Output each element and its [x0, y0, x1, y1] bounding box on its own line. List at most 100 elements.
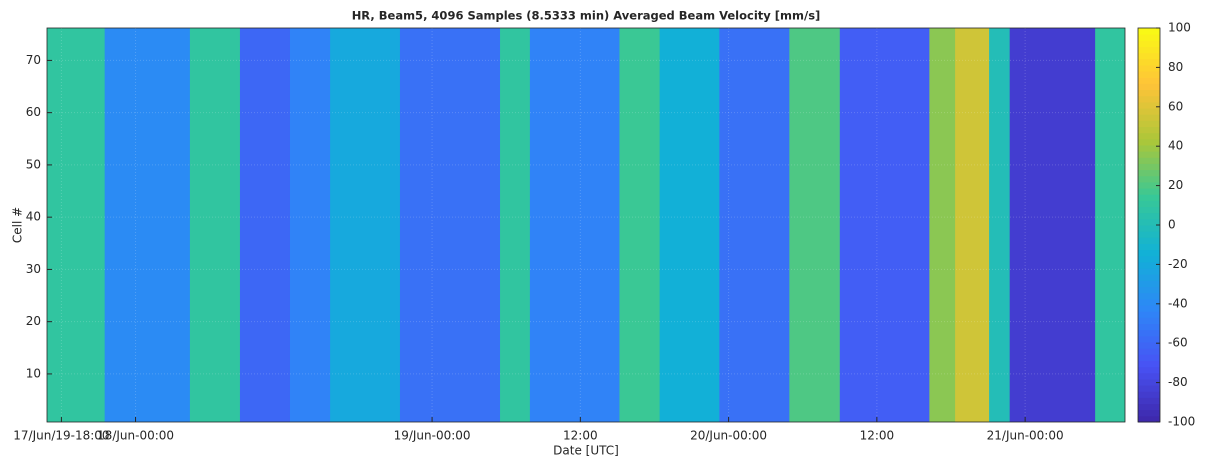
colorbar-swatch	[1138, 188, 1160, 195]
colorbar-tick-label: 100	[1168, 21, 1191, 35]
heat-cell	[289, 28, 331, 422]
heat-cell	[529, 28, 620, 422]
colorbar-swatch	[1138, 83, 1160, 91]
colorbar-tick-label: 80	[1168, 60, 1183, 74]
colorbar-swatch	[1138, 40, 1160, 47]
colorbar-swatch	[1138, 286, 1160, 294]
heat-cell	[719, 28, 790, 422]
colorbar-swatch	[1138, 194, 1160, 201]
colorbar-swatch	[1138, 101, 1160, 109]
colorbar-swatch	[1138, 415, 1160, 423]
colorbar-tick-label: -20	[1168, 257, 1188, 271]
colorbar-swatch	[1138, 120, 1160, 127]
colorbar-swatch	[1138, 157, 1160, 164]
colorbar-tick-label: 40	[1168, 139, 1183, 153]
colorbar-swatch	[1138, 108, 1160, 115]
colorbar-swatch	[1138, 243, 1160, 251]
heat-cell	[659, 28, 720, 422]
heat-cell	[330, 28, 401, 422]
colorbar-swatch	[1138, 280, 1160, 288]
colorbar-swatch	[1138, 391, 1160, 398]
colorbar-tick-label: -100	[1168, 415, 1195, 429]
colorbar-swatch	[1138, 261, 1160, 269]
colorbar-swatch	[1138, 335, 1160, 343]
y-tick-label: 70	[26, 53, 41, 67]
colorbar-swatch	[1138, 409, 1160, 417]
x-tick-label: 18/Jun-00:00	[97, 429, 174, 443]
x-tick-label: 17/Jun/19-18:00	[13, 429, 109, 443]
colorbar-swatch	[1138, 151, 1160, 158]
y-axis-label: Cell #	[11, 207, 25, 243]
colorbar-swatch	[1138, 132, 1160, 140]
colorbar-swatch	[1138, 341, 1160, 349]
heat-cell	[619, 28, 661, 422]
x-tick-label: 12:00	[860, 429, 895, 443]
colorbar-swatch	[1138, 360, 1160, 368]
colorbar-swatch	[1138, 206, 1160, 214]
colorbar-swatch	[1138, 274, 1160, 281]
heat-cell	[929, 28, 956, 422]
colorbar-swatch	[1138, 77, 1160, 84]
colorbar-swatch	[1138, 354, 1160, 361]
heat-cell	[239, 28, 291, 422]
colorbar-swatch	[1138, 292, 1160, 300]
colorbar-swatch	[1138, 249, 1160, 257]
colorbar-swatch	[1138, 163, 1160, 171]
colorbar-swatch	[1138, 403, 1160, 411]
colorbar-swatch	[1138, 323, 1160, 331]
colorbar-swatch	[1138, 138, 1160, 146]
colorbar-swatch	[1138, 218, 1160, 226]
heat-cell	[955, 28, 990, 422]
colorbar-swatch	[1138, 58, 1160, 66]
colorbar-swatch	[1138, 255, 1160, 263]
colorbar-swatch	[1138, 268, 1160, 275]
colorbar-swatch	[1138, 52, 1160, 60]
colorbar-swatch	[1138, 317, 1160, 324]
y-tick-label: 50	[26, 157, 41, 171]
heat-cell	[1095, 28, 1125, 422]
colorbar-tick-label: 20	[1168, 178, 1183, 192]
heat-cell	[47, 28, 106, 422]
colorbar-tick-label: -40	[1168, 296, 1188, 310]
colorbar-swatch	[1138, 34, 1160, 41]
colorbar-swatch	[1138, 95, 1160, 103]
colorbar-swatch	[1138, 378, 1160, 386]
colorbar-tick-label: -60	[1168, 336, 1188, 350]
x-tick-label: 19/Jun-00:00	[394, 429, 471, 443]
y-tick-label: 60	[26, 105, 41, 119]
colorbar-swatch	[1138, 237, 1160, 244]
heat-cell	[989, 28, 1011, 422]
colorbar-tick-label: 60	[1168, 99, 1183, 113]
plot-area	[47, 28, 1125, 422]
heat-cell	[839, 28, 930, 422]
heat-cell	[1009, 28, 1096, 422]
heat-cell	[399, 28, 501, 422]
colorbar-swatch	[1138, 200, 1160, 208]
colorbar-swatch	[1138, 181, 1160, 189]
x-tick-label: 20/Jun-00:00	[690, 429, 767, 443]
colorbar-swatch	[1138, 298, 1160, 306]
chart-title: HR, Beam5, 4096 Samples (8.5333 min) Ave…	[352, 9, 821, 23]
colorbar-swatch	[1138, 64, 1160, 72]
colorbar-swatch	[1138, 175, 1160, 183]
colorbar-swatch	[1138, 71, 1160, 78]
plot-frame	[46, 27, 1126, 423]
x-axis-label: Date [UTC]	[553, 444, 619, 458]
heat-cell	[789, 28, 841, 422]
colorbar-tick-label: 0	[1168, 218, 1176, 232]
y-tick-label: 10	[26, 366, 41, 380]
colorbar-swatch	[1138, 372, 1160, 380]
y-tick-label: 30	[26, 262, 41, 276]
colorbar-swatch	[1138, 28, 1160, 35]
colorbar-swatch	[1138, 46, 1160, 54]
colorbar-swatch	[1138, 385, 1160, 392]
colorbar-swatch	[1138, 212, 1160, 220]
x-tick-label: 12:00	[563, 429, 598, 443]
colorbar-swatch	[1138, 144, 1160, 152]
colorbar-swatch	[1138, 305, 1160, 312]
heat-cell	[104, 28, 191, 422]
colorbar-tick-label: -80	[1168, 375, 1188, 389]
colorbar-swatch	[1138, 114, 1160, 121]
y-tick-label: 20	[26, 314, 41, 328]
